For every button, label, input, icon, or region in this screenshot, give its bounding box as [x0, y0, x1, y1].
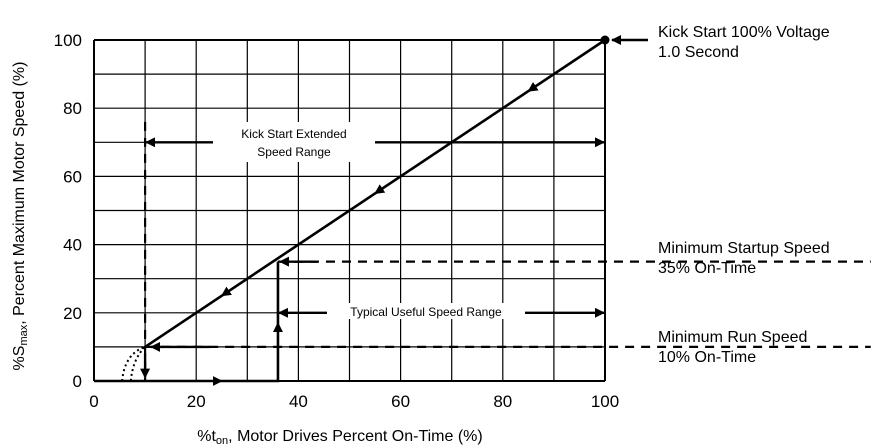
typical-useful-range-label: Typical Useful Speed Range [327, 303, 525, 319]
startup-curve-dotted [121, 345, 146, 382]
x-tick-label: 60 [391, 392, 410, 411]
y-tick-label: 20 [63, 304, 82, 323]
y-tick-label: 40 [63, 236, 82, 255]
tick-labels: 0 20 40 60 80 100 0 20 40 60 80 100 [54, 31, 620, 411]
y-axis-label: %Smax, Percent Maximum Motor Speed (%) [11, 62, 30, 371]
x-tick-label: 80 [493, 392, 512, 411]
series-line [94, 261, 280, 383]
annotation-line: Kick Start 100% Voltage [658, 24, 830, 41]
annotation-line: Minimum Startup Speed [658, 240, 830, 257]
annotation-line: 35% On-Time [658, 260, 756, 277]
x-axis-label: %ton, Motor Drives Percent On-Time (%) [197, 428, 482, 445]
y-tick-label: 60 [63, 167, 82, 186]
range-label-line: Kick Start Extended [241, 127, 346, 141]
x-tick-label: 100 [591, 392, 619, 411]
x-tick-label: 40 [289, 392, 308, 411]
y-tick-label: 80 [63, 99, 82, 118]
range-label-line: Speed Range [257, 145, 331, 159]
x-tick-label: 20 [187, 392, 206, 411]
direction-arrows [140, 35, 648, 386]
kick-start-annotation: Kick Start 100% Voltage 1.0 Second [658, 24, 830, 61]
range-label-line: Typical Useful Speed Range [350, 305, 502, 319]
startup-curve-dotted [129, 346, 146, 382]
min-startup-annotation: Minimum Startup Speed 35% On-Time [658, 240, 830, 277]
y-tick-label: 0 [73, 372, 82, 391]
annotation-line: Minimum Run Speed [658, 329, 807, 346]
y-tick-label: 100 [54, 31, 82, 50]
x-tick-label: 0 [89, 392, 98, 411]
annotation-line: 10% On-Time [658, 349, 756, 366]
min-run-annotation: Minimum Run Speed 10% On-Time [658, 329, 807, 366]
kick-extended-range-label: Kick Start Extended Speed Range [213, 122, 375, 162]
annotation-line: 1.0 Second [658, 44, 739, 61]
kick-start-point [600, 35, 610, 45]
